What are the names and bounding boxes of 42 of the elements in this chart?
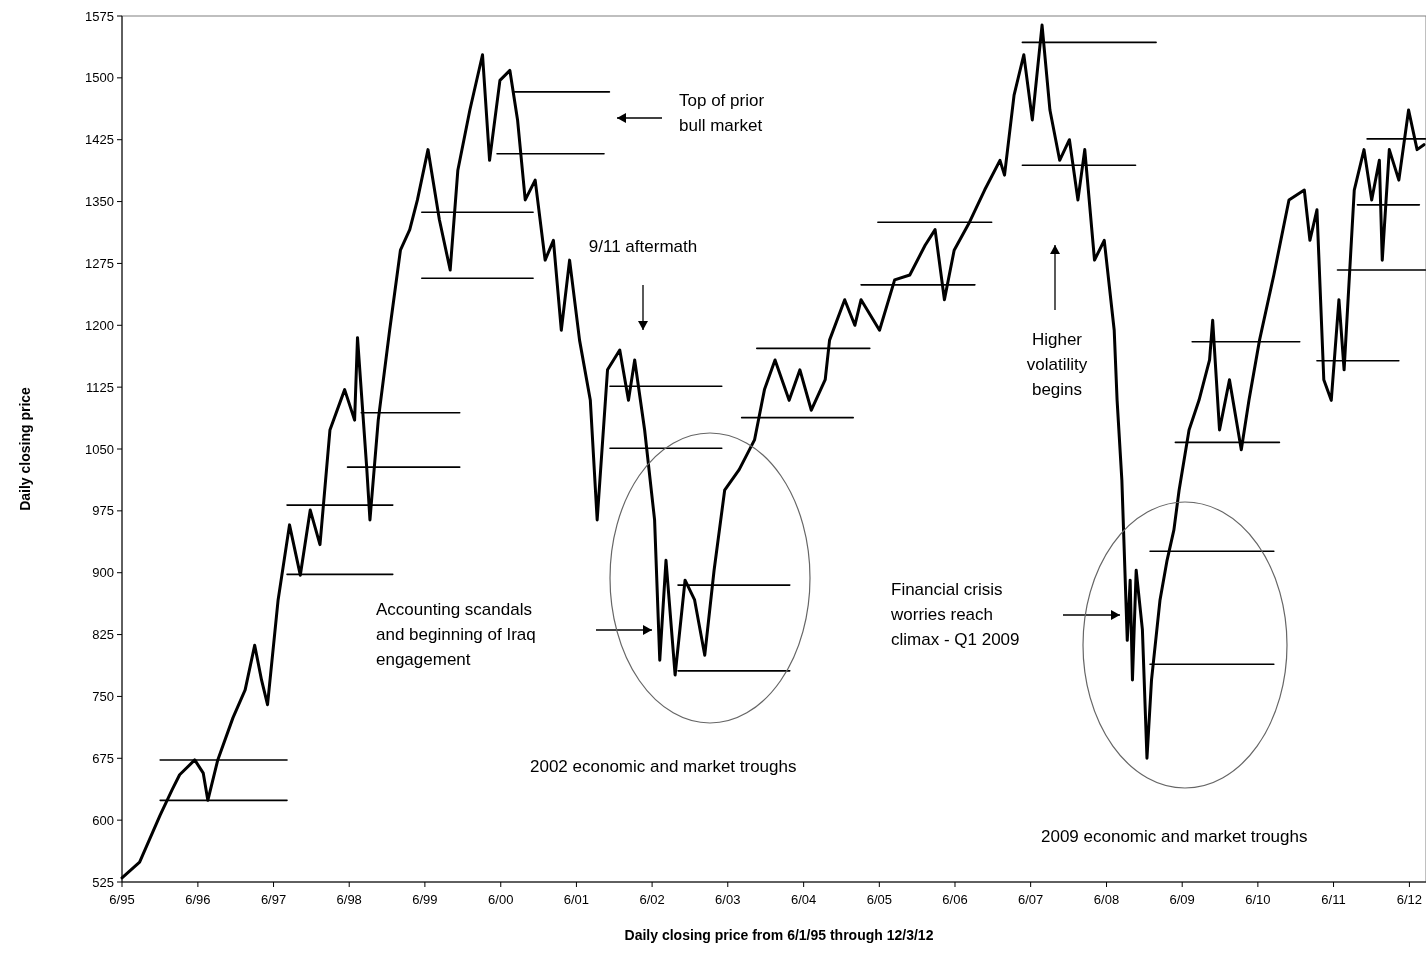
x-tick-label: 6/02 bbox=[639, 892, 665, 907]
x-tick-label: 6/10 bbox=[1245, 892, 1271, 907]
annotation: Top of prior bull market bbox=[679, 91, 765, 135]
x-tick-label: 6/12 bbox=[1396, 892, 1423, 907]
x-tick-label: 6/05 bbox=[866, 892, 892, 907]
y-tick-label: 1200 bbox=[85, 317, 114, 333]
x-tick-label: 6/99 bbox=[412, 892, 438, 907]
annotation: Accounting scandals and beginning of Iraq engagement bbox=[376, 600, 536, 669]
y-tick-label: 1425 bbox=[85, 132, 114, 148]
y-tick-label: 525 bbox=[92, 874, 114, 890]
y-tick-label: 975 bbox=[92, 503, 114, 519]
annotation: 2009 economic and market troughs bbox=[1041, 827, 1308, 846]
y-axis-title: Daily closing price bbox=[17, 386, 33, 511]
y-tick-label: 1050 bbox=[85, 441, 114, 457]
annotation: 2002 economic and market troughs bbox=[530, 757, 797, 776]
x-tick-label: 6/04 bbox=[790, 892, 817, 907]
y-tick-label: 900 bbox=[92, 565, 114, 581]
x-tick-label: 6/11 bbox=[1321, 892, 1346, 907]
x-tick-label: 6/08 bbox=[1093, 892, 1120, 907]
annotation: Financial crisis worries reach climax - Q1 2009 bbox=[890, 580, 1020, 649]
y-tick-label: 1500 bbox=[85, 70, 114, 86]
x-tick-label: 6/03 bbox=[715, 892, 741, 907]
x-tick-label: 6/01 bbox=[563, 892, 590, 907]
y-tick-label: 1125 bbox=[86, 379, 114, 395]
annotation: 9/11 aftermath bbox=[588, 237, 698, 256]
y-tick-label: 600 bbox=[92, 812, 114, 828]
annotation: Higher volatility begins bbox=[1026, 330, 1088, 399]
x-tick-label: 6/00 bbox=[488, 892, 514, 907]
x-tick-label: 6/09 bbox=[1169, 892, 1195, 907]
y-tick-label: 1275 bbox=[85, 255, 114, 271]
x-tick-label: 6/96 bbox=[185, 892, 211, 907]
y-tick-label: 1350 bbox=[85, 194, 114, 210]
x-tick-label: 6/07 bbox=[1018, 892, 1044, 907]
y-tick-label: 675 bbox=[92, 750, 114, 766]
x-axis-title: Daily closing price from 6/1/95 through 12/3/12 bbox=[624, 927, 934, 943]
y-tick-label: 750 bbox=[92, 688, 114, 704]
x-tick-label: 6/06 bbox=[942, 892, 968, 907]
y-tick-label: 825 bbox=[92, 627, 114, 643]
x-tick-label: 6/97 bbox=[260, 892, 287, 907]
x-tick-label: 6/95 bbox=[109, 892, 135, 907]
x-tick-label: 6/98 bbox=[336, 892, 362, 907]
y-tick-label: 1575 bbox=[85, 8, 114, 24]
